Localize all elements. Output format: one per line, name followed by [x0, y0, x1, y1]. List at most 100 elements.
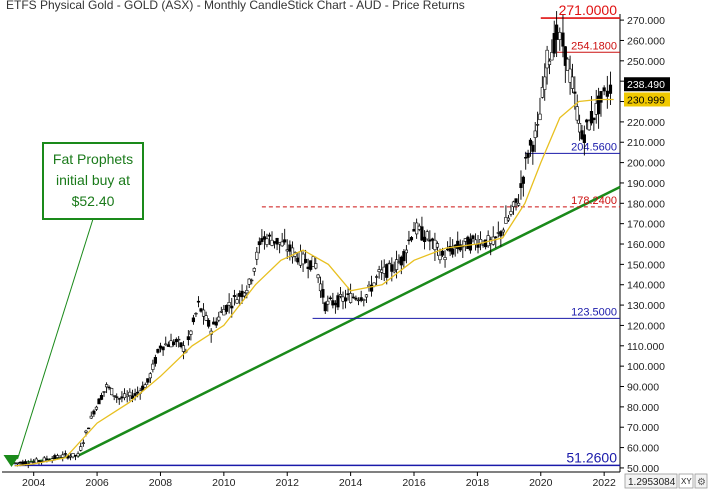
candle-body — [186, 336, 190, 340]
candle-body — [531, 144, 535, 152]
candle-body — [516, 202, 521, 206]
candle-body — [288, 244, 292, 252]
candle-body — [519, 183, 523, 188]
y-tick-label-14: 190.000 — [627, 178, 665, 190]
candle-body — [81, 442, 85, 444]
candle-body — [471, 235, 475, 239]
candle-body — [445, 248, 450, 251]
candle-body — [207, 320, 211, 327]
candle-body — [338, 294, 343, 297]
price-badge-layer: 238.490 230.999 — [624, 77, 670, 107]
x-tick-label-1: 2006 — [85, 477, 109, 489]
candle-body — [153, 357, 157, 364]
candle-body — [125, 394, 129, 398]
candle-body — [561, 32, 565, 47]
buy-marker-arrow — [3, 455, 20, 468]
candle-body — [514, 198, 518, 203]
candle-body — [73, 454, 78, 457]
xy-button[interactable] — [678, 473, 694, 489]
y-tick-label-1: 60.000 — [627, 443, 659, 455]
candle-body — [245, 290, 249, 294]
candle-body — [270, 239, 274, 246]
candle-body — [158, 345, 163, 349]
x-tick-layer: 2004 2006 2008 2010 2012 2014 2016 2018 2020 2022 — [22, 472, 616, 489]
candle-body — [354, 297, 358, 300]
candle-body — [18, 461, 22, 464]
corner-readout: 1.2953084 — [628, 477, 676, 488]
x-tick-label-6: 2016 — [402, 477, 426, 489]
y-tick-label-12: 170.000 — [627, 219, 665, 231]
candle-body — [115, 396, 119, 398]
candle-body — [301, 253, 305, 265]
candle-body — [326, 300, 330, 305]
ma-value-badge: 230.999 — [627, 94, 665, 106]
candle-body — [76, 453, 80, 457]
candle-body — [21, 461, 25, 465]
candle-body — [563, 46, 567, 66]
candle-body — [156, 348, 160, 353]
candle-body — [179, 342, 183, 347]
y-tick-label-4: 90.000 — [627, 382, 659, 394]
level-label-0: 271.0000 — [559, 2, 618, 18]
trendline-primary — [77, 185, 621, 457]
candle-body — [349, 293, 353, 303]
candle-body — [191, 317, 196, 323]
candle-body — [15, 462, 19, 464]
candle-body — [181, 345, 186, 352]
candle-body — [364, 294, 369, 298]
candle-body — [602, 87, 606, 92]
corner-readout-box — [624, 473, 678, 489]
level-lines-layer: 271.0000 254.1800 204.5600 178.2400 123.5000… — [14, 2, 620, 467]
candle-body — [341, 296, 345, 302]
candle-body — [540, 87, 544, 98]
candle-body — [255, 251, 259, 260]
candle-body — [34, 458, 38, 464]
candle-body — [257, 241, 261, 246]
annotation-line-2: $52.40 — [72, 193, 115, 209]
chart-title: ETFS Physical Gold - GOLD (ASX) - Monthl… — [6, 0, 465, 12]
level-label-1: 254.1800 — [571, 40, 617, 52]
candle-body — [575, 106, 579, 121]
candle-body — [298, 251, 303, 266]
candle-body — [466, 236, 470, 250]
candle-body — [61, 454, 65, 458]
candle-body — [343, 297, 348, 302]
candle-body — [456, 240, 460, 249]
y-tick-label-20: 250.000 — [627, 56, 665, 68]
candle-body — [122, 393, 127, 398]
candle-body — [275, 237, 279, 245]
candle-body — [443, 257, 447, 261]
candle-body — [547, 60, 552, 65]
candle-body — [422, 236, 427, 242]
candle-body — [504, 217, 508, 224]
candle-body — [250, 279, 254, 282]
candle-body — [481, 244, 485, 246]
candle-body — [146, 378, 150, 383]
candle-body — [535, 124, 540, 126]
candle-body — [309, 260, 313, 270]
candle-body — [189, 330, 193, 335]
candle-body — [242, 292, 247, 297]
candle-body — [296, 257, 300, 263]
candle-body — [285, 249, 289, 252]
candle-body — [32, 461, 36, 463]
candle-body — [382, 266, 386, 274]
candle-body — [87, 427, 91, 430]
candle-body — [526, 152, 530, 158]
candle-body — [323, 302, 327, 312]
candle-body — [336, 295, 340, 308]
candle-body — [528, 139, 533, 146]
annotation-box — [42, 142, 144, 220]
candle-body — [63, 453, 67, 455]
last-price-badge-bg — [624, 77, 670, 92]
candle-body — [605, 90, 609, 97]
y-tick-label-9: 140.000 — [627, 280, 665, 292]
candle-body — [392, 270, 396, 273]
y-tick-label-8: 130.000 — [627, 300, 665, 312]
candle-body — [201, 309, 206, 317]
candle-body — [428, 239, 432, 242]
settings-button[interactable] — [694, 473, 708, 489]
candle-body — [219, 311, 223, 313]
candle-body — [351, 296, 355, 299]
